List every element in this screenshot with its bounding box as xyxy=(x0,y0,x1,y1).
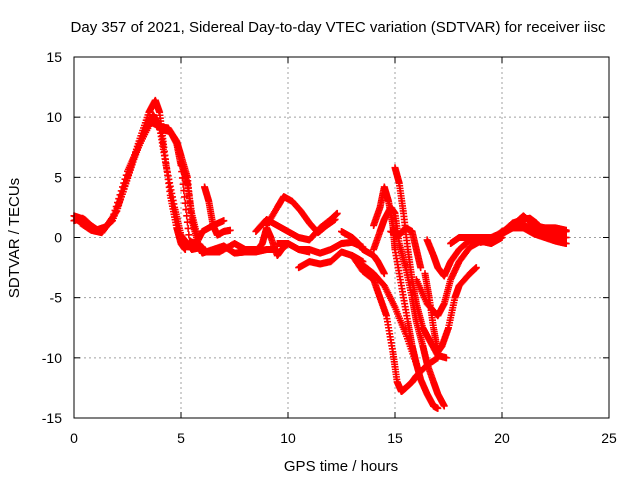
y-tick-label: -15 xyxy=(42,410,62,426)
data-point xyxy=(112,203,120,211)
data-point xyxy=(117,187,125,195)
data-point xyxy=(182,206,190,214)
data-point xyxy=(121,175,129,183)
data-point xyxy=(417,264,425,272)
series-track-9 xyxy=(252,209,341,244)
data-point xyxy=(442,354,450,362)
data-point xyxy=(181,193,189,201)
data-point xyxy=(108,215,116,223)
axis-ticks: 0 5 10 15 20 25 -15 -10 -5 0 5 10 15 xyxy=(42,49,617,446)
y-tick-label: -10 xyxy=(42,350,62,366)
y-axis-label: SDTVAR / TECUs xyxy=(6,178,23,298)
y-tick-label: -5 xyxy=(50,290,63,306)
x-tick-label: 20 xyxy=(494,430,510,446)
data-point xyxy=(114,199,122,207)
series-track-11 xyxy=(295,248,367,272)
data-point xyxy=(185,231,193,239)
series-track-19 xyxy=(421,264,480,356)
data-points xyxy=(70,96,570,412)
y-tick-label: 10 xyxy=(46,109,62,125)
data-point xyxy=(109,214,117,222)
data-point xyxy=(120,179,128,187)
data-point xyxy=(226,226,234,234)
chart-title: Day 357 of 2021, Sidereal Day-to-day VTE… xyxy=(71,19,606,36)
data-point xyxy=(122,171,130,179)
data-point xyxy=(119,183,127,191)
data-point xyxy=(472,264,480,272)
data-point xyxy=(110,210,118,218)
series-track-7 xyxy=(252,224,313,260)
series-track-24 xyxy=(487,212,570,244)
data-point xyxy=(115,195,123,203)
data-point xyxy=(184,224,192,232)
x-axis-label: GPS time / hours xyxy=(284,458,398,475)
data-point xyxy=(562,234,570,241)
series-track-15 xyxy=(370,203,448,410)
x-tick-label: 5 xyxy=(177,430,185,446)
data-point xyxy=(562,240,570,248)
data-point xyxy=(380,270,388,278)
data-point xyxy=(220,217,228,225)
x-tick-label: 10 xyxy=(280,430,296,446)
y-tick-label: 15 xyxy=(46,49,62,65)
data-point xyxy=(111,206,119,214)
series-track-12 xyxy=(338,227,388,278)
y-tick-label: 5 xyxy=(54,169,62,185)
data-point xyxy=(333,209,341,217)
data-point xyxy=(116,191,124,199)
series-track-16 xyxy=(370,183,442,412)
data-point xyxy=(434,404,442,412)
data-point xyxy=(181,246,189,254)
y-tick-label: 0 xyxy=(54,230,62,246)
series-track-6 xyxy=(201,183,234,239)
data-point xyxy=(440,402,448,410)
x-tick-label: 25 xyxy=(601,430,617,446)
data-point xyxy=(179,180,187,188)
data-point xyxy=(562,226,570,234)
x-tick-label: 15 xyxy=(387,430,403,446)
series-track-18 xyxy=(387,224,425,272)
x-tick-label: 0 xyxy=(70,430,78,446)
data-point xyxy=(183,218,191,226)
series-track-14 xyxy=(348,252,442,396)
